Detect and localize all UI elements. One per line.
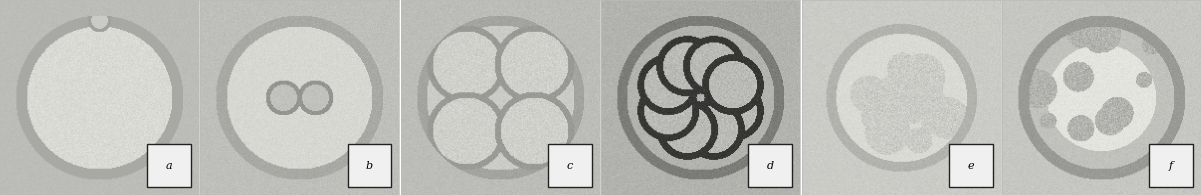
- Text: b: b: [366, 161, 374, 171]
- FancyBboxPatch shape: [148, 144, 191, 187]
- Text: c: c: [567, 161, 573, 171]
- Text: e: e: [968, 161, 974, 171]
- Text: a: a: [166, 161, 172, 171]
- FancyBboxPatch shape: [1149, 144, 1193, 187]
- FancyBboxPatch shape: [347, 144, 392, 187]
- Text: f: f: [1169, 161, 1173, 171]
- FancyBboxPatch shape: [949, 144, 992, 187]
- FancyBboxPatch shape: [548, 144, 592, 187]
- Text: d: d: [766, 161, 773, 171]
- FancyBboxPatch shape: [748, 144, 793, 187]
